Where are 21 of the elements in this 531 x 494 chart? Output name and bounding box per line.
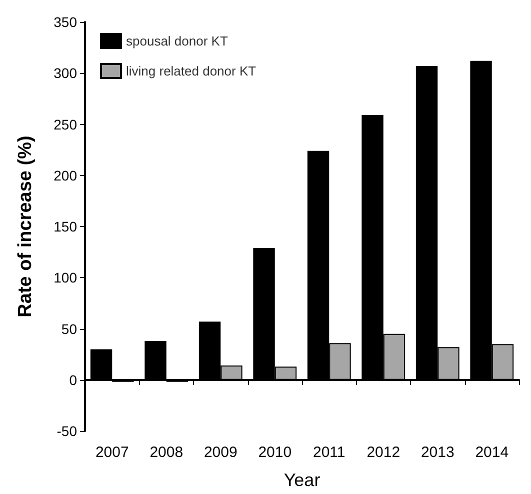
y-tick-label: -50 — [56, 423, 78, 439]
y-tick-label: 100 — [54, 270, 78, 286]
x-tick-label: 2011 — [312, 444, 346, 461]
y-tick-label: 350 — [54, 14, 78, 30]
x-tick-label: 2009 — [204, 444, 238, 461]
legend-label: spousal donor KT — [126, 34, 228, 48]
legend-label: living related donor KT — [126, 64, 256, 78]
x-axis-title: Year — [284, 470, 320, 490]
x-tick-label: 2008 — [150, 444, 184, 461]
y-axis-title: Rate of increase (%) — [15, 136, 36, 318]
x-tick-label: 2013 — [420, 444, 454, 461]
y-tick-label: 0 — [69, 372, 78, 388]
x-tick-label: 2010 — [258, 444, 292, 461]
y-tick-label: 50 — [61, 320, 78, 337]
y-tick-label: 150 — [54, 218, 78, 234]
y-tick-label: 300 — [54, 65, 78, 82]
x-tick-label: 2007 — [95, 444, 129, 461]
x-tick-label: 2014 — [475, 444, 509, 461]
x-tick-label: 2012 — [366, 444, 400, 461]
y-tick-label: 250 — [54, 116, 78, 132]
y-tick-label: 200 — [54, 167, 78, 184]
